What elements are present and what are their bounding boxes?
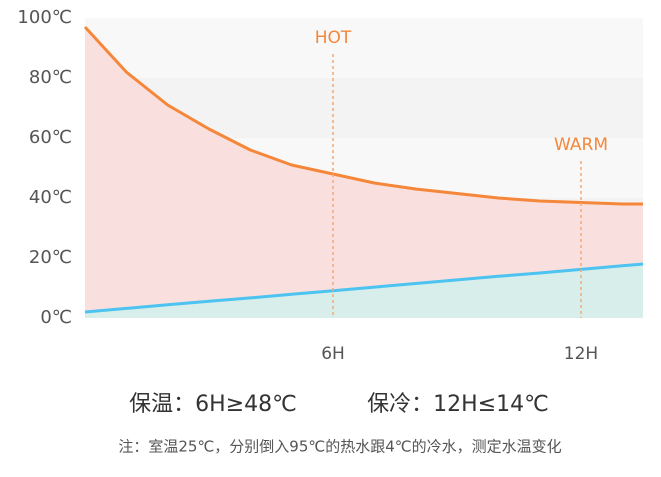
grid-band [85, 18, 643, 78]
y-tick-label: 0℃ [40, 307, 72, 328]
y-tick-label: 20℃ [29, 247, 72, 268]
caption: 保温：6H≥48℃ [129, 392, 297, 417]
line [83, 25, 643, 206]
note: 注：室温25℃，分别倒入95℃的热水跟4℃的冷水，测定水温变化 [118, 438, 561, 456]
x-tick-label: 12H [564, 344, 598, 364]
y-tick-label: 100℃ [17, 7, 72, 28]
area-fill [85, 27, 643, 318]
annotation: WARM [554, 135, 608, 155]
caption: 保冷：12H≤14℃ [367, 392, 549, 417]
x-tick-label: 6H [321, 344, 345, 364]
y-tick-label: 80℃ [29, 67, 72, 88]
area-fill [85, 264, 643, 318]
y-tick-label: 40℃ [29, 187, 72, 208]
y-tick-label: 60℃ [29, 127, 72, 148]
line [84, 262, 644, 314]
annotation: HOT [315, 28, 352, 48]
